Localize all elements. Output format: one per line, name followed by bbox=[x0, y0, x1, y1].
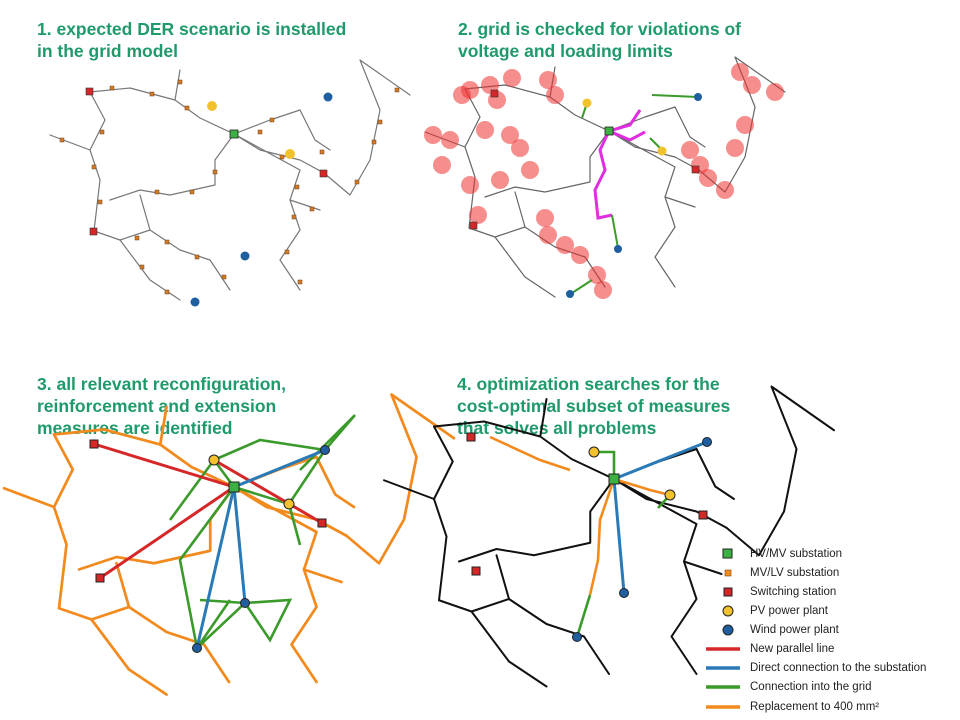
direct-connections bbox=[612, 440, 708, 594]
parallel-lines bbox=[93, 442, 323, 580]
wind-plant bbox=[240, 251, 250, 261]
replacements bbox=[489, 435, 671, 596]
wind-plant bbox=[320, 445, 330, 455]
wind-plant bbox=[702, 437, 712, 447]
pv-plant bbox=[207, 101, 217, 111]
wind-plant bbox=[572, 632, 582, 642]
pv-plant bbox=[664, 489, 676, 501]
overloaded-lines bbox=[593, 109, 646, 220]
pv-plant bbox=[582, 98, 592, 108]
legend-swatch bbox=[722, 624, 734, 636]
panel-title: in the grid model bbox=[37, 41, 178, 61]
legend-label: Replacement to 400 mm² bbox=[750, 701, 879, 713]
panel-1: 1. expected DER scenario is installed in… bbox=[37, 19, 411, 307]
switching-stations bbox=[85, 87, 328, 236]
panel-title: 2. grid is checked for violations of bbox=[458, 19, 741, 39]
direct-connections bbox=[195, 448, 326, 649]
switching-stations bbox=[469, 89, 700, 230]
switching-stations bbox=[466, 432, 708, 576]
panel-title: 4. optimization searches for the bbox=[457, 374, 720, 394]
legend-label: New parallel line bbox=[750, 643, 834, 655]
legend-label: Connection into the grid bbox=[750, 681, 871, 693]
legend-label: MV/LV substation bbox=[750, 567, 839, 579]
connections bbox=[575, 450, 671, 638]
pv-plant bbox=[208, 454, 220, 466]
legend-label: Wind power plant bbox=[750, 624, 840, 636]
panel-title: 3. all relevant reconfiguration, bbox=[37, 374, 286, 394]
switching-stations bbox=[89, 439, 327, 583]
legend-swatch bbox=[722, 605, 734, 617]
wind-plant bbox=[566, 290, 574, 298]
panel-title: measures are identified bbox=[37, 418, 233, 438]
panel-title: reinforcement and extension bbox=[37, 396, 276, 416]
wind-plant bbox=[614, 245, 622, 253]
hvmv-substation bbox=[229, 129, 239, 139]
legend-swatch bbox=[723, 587, 733, 597]
grid-network bbox=[2, 393, 456, 696]
panel-title: cost-optimal subset of measures bbox=[457, 396, 731, 416]
grid-network bbox=[424, 56, 786, 298]
panel-3: 3. all relevant reconfiguration, reinfor… bbox=[2, 374, 456, 696]
panel-title: 1. expected DER scenario is installed bbox=[37, 19, 346, 39]
wind-plant bbox=[190, 297, 200, 307]
panel-title: voltage and loading limits bbox=[458, 41, 673, 61]
panel-title: that solves all problems bbox=[457, 418, 657, 438]
hvmv-substation bbox=[608, 473, 620, 485]
legend-label: PV power plant bbox=[750, 605, 829, 617]
pv-plant bbox=[283, 498, 295, 510]
pv-plant bbox=[657, 146, 667, 156]
legend-label: HV/MV substation bbox=[750, 548, 842, 560]
wind-plant bbox=[694, 93, 702, 101]
panel-4: 4. optimization searches for the cost-op… bbox=[383, 374, 835, 688]
wind-plant bbox=[192, 643, 202, 653]
legend-label: Switching station bbox=[750, 586, 836, 598]
violations bbox=[424, 63, 784, 299]
wind-plant bbox=[323, 92, 333, 102]
hvmv-substation bbox=[604, 126, 614, 136]
connections bbox=[571, 94, 699, 294]
hvmv-substation bbox=[228, 481, 240, 493]
mvlv-stations bbox=[59, 79, 400, 295]
legend: HV/MV substation MV/LV substation Switch… bbox=[706, 548, 926, 713]
legend-swatch bbox=[722, 548, 733, 559]
panel-2: 2. grid is checked for violations of vol… bbox=[424, 19, 786, 299]
pv-plant bbox=[285, 149, 295, 159]
wind-plant bbox=[619, 588, 629, 598]
legend-label: Direct connection to the substation bbox=[750, 662, 926, 674]
legend-swatch bbox=[724, 569, 732, 577]
wind-plant bbox=[240, 598, 250, 608]
pv-plant bbox=[588, 446, 600, 458]
